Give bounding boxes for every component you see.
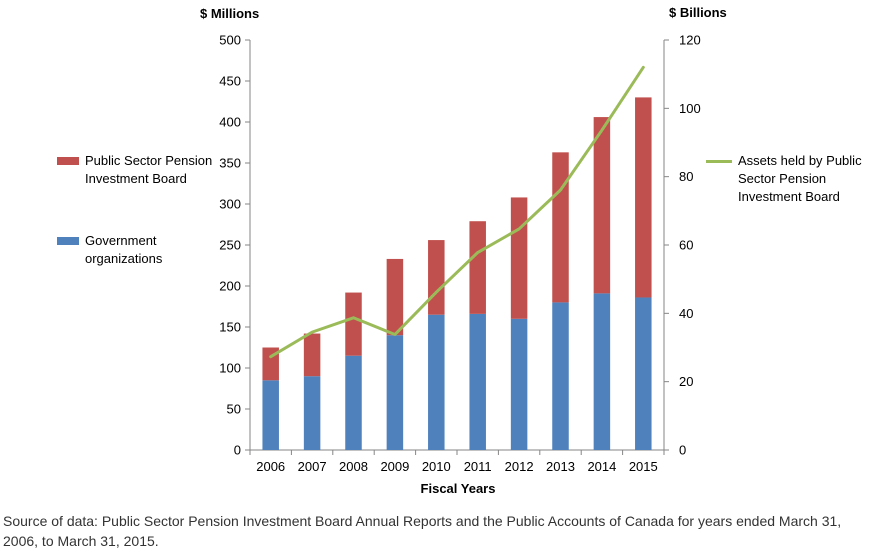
bar-pspib-2015 <box>635 97 652 298</box>
left-tick-label: 250 <box>219 238 241 253</box>
legend-swatch-government <box>57 237 79 245</box>
right-tick-label: 20 <box>679 374 693 389</box>
right-axis-unit: $ Billions <box>669 5 727 20</box>
right-tick-label: 40 <box>679 306 693 321</box>
legend-label-pspib: Public Sector Pension Investment Board <box>85 152 212 188</box>
left-tick-label: 500 <box>219 33 241 48</box>
x-tick-label: 2006 <box>256 459 285 474</box>
assets-line <box>269 65 645 359</box>
legend-swatch-pspib <box>57 157 79 165</box>
left-tick-label: 300 <box>219 197 241 212</box>
legend-label-assets: Assets held by Public Sector Pension Inv… <box>738 152 862 206</box>
bar-pspib-2011 <box>469 221 486 314</box>
right-tick-label: 100 <box>679 101 701 116</box>
bar-pspib-2010 <box>428 240 445 315</box>
bar-government-2007 <box>303 376 321 450</box>
x-tick-label: 2008 <box>339 459 368 474</box>
right-tick-label: 60 <box>679 238 693 253</box>
bar-pspib-2009 <box>386 258 404 336</box>
chart-axes: 0 50 100 150 200 250 300 350 400 450 500 0 20 40 60 80 1… <box>219 33 700 475</box>
bar-government-2011 <box>469 313 486 450</box>
bar-government-2014 <box>593 293 611 450</box>
bar-group <box>262 97 652 450</box>
bar-government-2010 <box>428 314 445 450</box>
bar-pspib-2007 <box>303 333 321 377</box>
legend-assets-line1: Assets held by Public <box>738 153 862 168</box>
right-tick-label: 0 <box>679 443 686 458</box>
left-tick-label: 350 <box>219 156 241 171</box>
bar-government-2013 <box>552 302 569 450</box>
bar-government-2012 <box>510 318 528 450</box>
x-tick-label: 2011 <box>464 459 492 474</box>
left-tick-label: 100 <box>219 361 241 376</box>
legend-assets-line3: Investment Board <box>738 189 840 204</box>
bar-government-2006 <box>262 380 279 450</box>
left-tick-label: 200 <box>219 279 241 294</box>
right-tick-label: 80 <box>679 169 693 184</box>
legend-pspib-line2: Investment Board <box>85 171 187 186</box>
bar-pspib-2012 <box>510 197 528 319</box>
bar-pspib-2014 <box>593 117 611 294</box>
line-group <box>269 65 645 359</box>
pension-chart: 0 50 100 150 200 250 300 350 400 450 500 0 20 40 60 80 1… <box>200 5 727 496</box>
x-tick-label: 2014 <box>587 459 616 474</box>
left-tick-label: 0 <box>234 443 241 458</box>
x-axis-title: Fiscal Years <box>421 481 496 496</box>
left-tick-label: 450 <box>219 74 241 89</box>
legend-swatch-assets <box>706 160 732 163</box>
right-tick-label: 120 <box>679 33 701 48</box>
legend-gov-line2: organizations <box>85 251 163 266</box>
x-tick-label: 2012 <box>505 459 534 474</box>
x-tick-label: 2009 <box>380 459 409 474</box>
axis-labels: $ Millions $ Billions Fiscal Years <box>200 5 727 496</box>
left-tick-label: 50 <box>227 402 241 417</box>
x-tick-label: 2010 <box>422 459 451 474</box>
left-tick-label: 400 <box>219 115 241 130</box>
x-tick-label: 2013 <box>546 459 575 474</box>
bar-government-2008 <box>345 355 362 450</box>
x-tick-label: 2007 <box>298 459 327 474</box>
left-tick-label: 150 <box>219 320 241 335</box>
bar-pspib-2013 <box>552 152 569 303</box>
legend-label-government: Government organizations <box>85 232 162 268</box>
legend-assets-line2: Sector Pension <box>738 171 827 186</box>
bar-pspib-2008 <box>345 292 362 356</box>
left-axis-unit: $ Millions <box>200 6 259 21</box>
bar-government-2009 <box>386 335 404 450</box>
x-tick-label: 2015 <box>629 459 658 474</box>
legend-gov-line1: Government <box>85 233 157 248</box>
legend-pspib-line1: Public Sector Pension <box>85 153 213 168</box>
source-note: Source of data: Public Sector Pension In… <box>3 513 842 549</box>
bar-government-2015 <box>635 297 652 450</box>
